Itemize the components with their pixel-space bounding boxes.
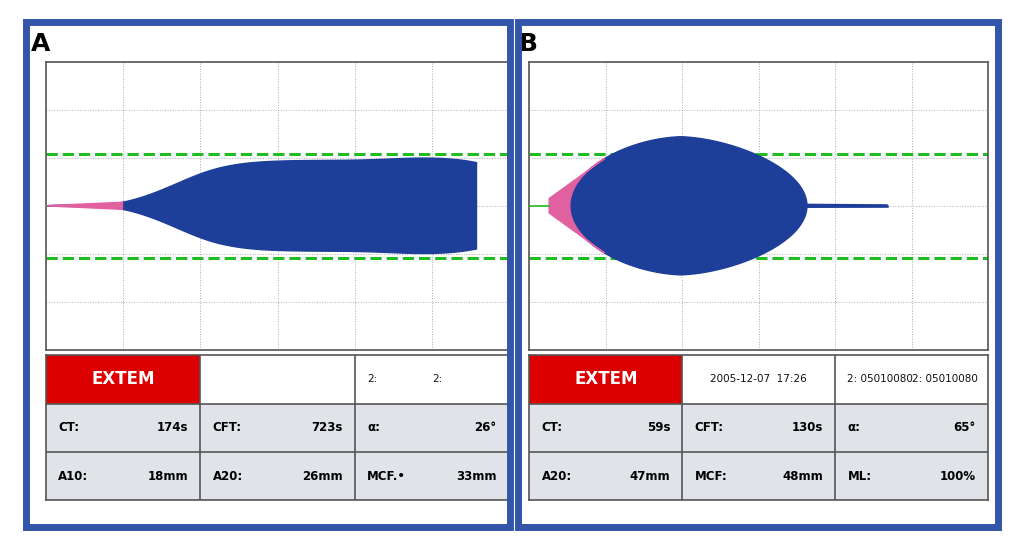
Text: 18mm: 18mm [147, 470, 188, 483]
Text: A20:: A20: [213, 470, 243, 483]
Text: 174s: 174s [157, 421, 188, 434]
Text: 2: 05010080: 2: 05010080 [911, 374, 978, 384]
Bar [46, 452, 509, 500]
Bar [46, 355, 509, 404]
Text: 723s: 723s [311, 421, 342, 434]
Text: α:: α: [367, 421, 380, 434]
Text: CFT:: CFT: [213, 421, 242, 434]
Text: A20:: A20: [542, 470, 571, 483]
Text: CT:: CT: [542, 421, 563, 434]
Polygon shape [794, 201, 887, 210]
Text: MCF:: MCF: [694, 470, 727, 483]
Bar [529, 404, 988, 452]
Text: 33mm: 33mm [456, 470, 497, 483]
Text: 26°: 26° [474, 421, 497, 434]
Polygon shape [46, 158, 476, 253]
Polygon shape [569, 137, 807, 275]
Text: A10:: A10: [58, 470, 89, 483]
Text: 2:: 2: [367, 374, 377, 384]
Polygon shape [549, 159, 604, 253]
Text: B: B [519, 32, 539, 56]
Text: CFT:: CFT: [694, 421, 724, 434]
Text: 2: 05010080: 2: 05010080 [848, 374, 913, 384]
Bar [529, 355, 682, 404]
Bar [46, 404, 509, 452]
Text: CT:: CT: [58, 421, 80, 434]
Text: MCF.•: MCF.• [367, 470, 406, 483]
Bar [46, 355, 201, 404]
Text: 59s: 59s [646, 421, 670, 434]
Polygon shape [44, 202, 123, 209]
Text: ML:: ML: [848, 470, 871, 483]
Text: 130s: 130s [792, 421, 823, 434]
Text: α:: α: [848, 421, 860, 434]
Text: 48mm: 48mm [782, 470, 823, 483]
Text: 47mm: 47mm [630, 470, 670, 483]
Text: 2:: 2: [432, 374, 442, 384]
Bar [529, 355, 988, 404]
Bar [529, 452, 988, 500]
Text: 2005-12-07  17:26: 2005-12-07 17:26 [711, 374, 807, 384]
Text: A: A [31, 32, 50, 56]
Text: 100%: 100% [940, 470, 976, 483]
Text: EXTEM: EXTEM [91, 370, 155, 388]
Text: EXTEM: EXTEM [574, 370, 638, 388]
Text: 26mm: 26mm [302, 470, 342, 483]
Text: 65°: 65° [953, 421, 976, 434]
